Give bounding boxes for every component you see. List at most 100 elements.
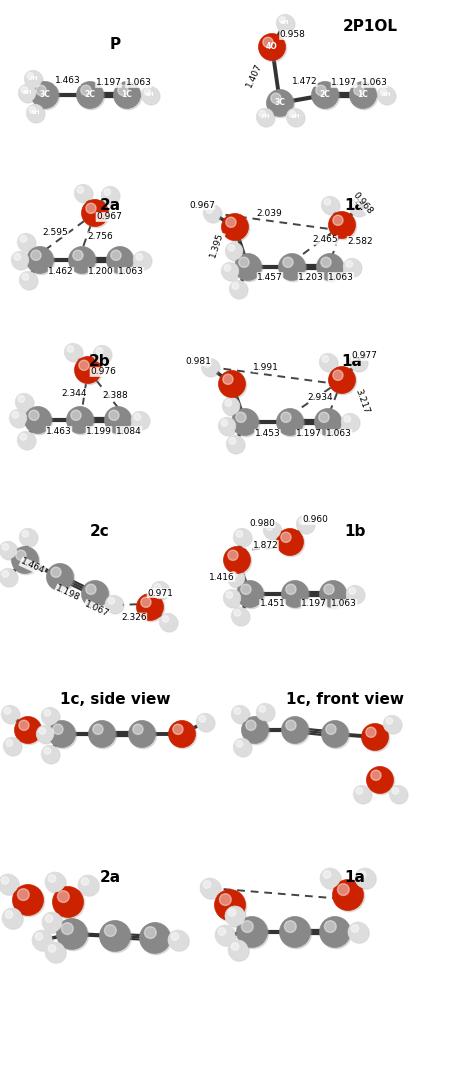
Circle shape xyxy=(226,592,233,598)
Circle shape xyxy=(229,942,249,961)
Circle shape xyxy=(286,584,296,595)
Circle shape xyxy=(371,770,381,780)
Circle shape xyxy=(70,247,97,275)
Circle shape xyxy=(206,207,213,213)
Circle shape xyxy=(229,438,236,444)
Circle shape xyxy=(281,918,312,949)
Text: 0.967: 0.967 xyxy=(96,213,122,221)
Circle shape xyxy=(299,518,306,524)
Circle shape xyxy=(219,893,231,905)
Text: 3C: 3C xyxy=(274,98,285,107)
Text: 4H: 4H xyxy=(280,20,290,26)
Circle shape xyxy=(278,410,305,437)
Circle shape xyxy=(271,93,281,104)
Circle shape xyxy=(278,530,305,556)
Text: 1.199: 1.199 xyxy=(86,427,112,435)
Text: 1.457: 1.457 xyxy=(257,273,283,281)
Circle shape xyxy=(328,212,356,239)
Circle shape xyxy=(330,368,357,395)
Circle shape xyxy=(203,204,221,221)
Circle shape xyxy=(2,544,9,550)
Text: 1.198: 1.198 xyxy=(54,584,81,603)
Text: 1.407: 1.407 xyxy=(245,61,264,89)
Text: 1.472: 1.472 xyxy=(292,77,317,87)
Circle shape xyxy=(232,609,250,626)
Text: 0.980: 0.980 xyxy=(249,519,275,528)
Circle shape xyxy=(132,412,150,430)
Circle shape xyxy=(263,37,273,47)
Circle shape xyxy=(321,257,331,268)
Circle shape xyxy=(29,410,39,421)
Circle shape xyxy=(225,906,245,926)
Circle shape xyxy=(137,594,164,621)
Circle shape xyxy=(318,255,345,281)
Circle shape xyxy=(48,874,56,883)
Circle shape xyxy=(219,370,246,397)
Circle shape xyxy=(100,921,132,952)
Circle shape xyxy=(352,355,359,363)
Circle shape xyxy=(56,918,88,949)
Circle shape xyxy=(233,738,251,755)
Circle shape xyxy=(62,922,73,934)
Circle shape xyxy=(259,705,266,713)
Circle shape xyxy=(349,198,367,216)
Circle shape xyxy=(9,409,27,427)
Circle shape xyxy=(227,243,244,261)
Circle shape xyxy=(76,81,103,108)
Circle shape xyxy=(46,564,73,591)
Circle shape xyxy=(235,739,252,756)
Text: 5H: 5H xyxy=(381,92,391,97)
Text: 5H: 5H xyxy=(30,110,40,116)
Circle shape xyxy=(48,565,75,592)
Circle shape xyxy=(239,257,249,268)
Circle shape xyxy=(130,721,157,749)
Circle shape xyxy=(219,418,237,435)
Circle shape xyxy=(223,398,241,416)
Text: 7H: 7H xyxy=(260,114,270,120)
Circle shape xyxy=(46,943,66,963)
Text: 1.197: 1.197 xyxy=(296,429,322,439)
Circle shape xyxy=(322,197,340,215)
Circle shape xyxy=(349,81,376,108)
Text: 1.197: 1.197 xyxy=(301,599,327,609)
Circle shape xyxy=(79,361,89,370)
Circle shape xyxy=(235,254,262,280)
Circle shape xyxy=(27,246,54,274)
Text: 1.872: 1.872 xyxy=(253,540,278,550)
Circle shape xyxy=(201,880,221,899)
Circle shape xyxy=(321,720,348,748)
Text: 1.063: 1.063 xyxy=(118,268,144,276)
Circle shape xyxy=(281,412,291,423)
Circle shape xyxy=(224,591,242,608)
Text: 1.063: 1.063 xyxy=(362,78,387,88)
Circle shape xyxy=(22,274,29,280)
Circle shape xyxy=(334,881,365,912)
Circle shape xyxy=(333,370,343,381)
Circle shape xyxy=(106,596,124,614)
Circle shape xyxy=(392,788,399,794)
Circle shape xyxy=(144,89,151,95)
Circle shape xyxy=(151,581,169,599)
Circle shape xyxy=(286,720,296,731)
Circle shape xyxy=(330,213,357,240)
Text: 1a: 1a xyxy=(345,198,365,213)
Circle shape xyxy=(142,88,160,105)
Circle shape xyxy=(138,595,164,622)
Circle shape xyxy=(139,922,171,953)
Circle shape xyxy=(289,110,296,118)
Circle shape xyxy=(168,720,195,748)
Text: 2.344: 2.344 xyxy=(61,388,87,397)
Text: 3.217: 3.217 xyxy=(354,387,371,415)
Circle shape xyxy=(256,108,274,126)
Text: 2.582: 2.582 xyxy=(347,236,373,245)
Circle shape xyxy=(276,409,303,435)
Circle shape xyxy=(162,615,169,623)
Circle shape xyxy=(231,943,239,950)
Circle shape xyxy=(197,715,215,732)
Circle shape xyxy=(90,721,117,749)
Circle shape xyxy=(320,868,340,888)
Circle shape xyxy=(81,86,91,95)
Text: 2.756: 2.756 xyxy=(88,232,113,241)
Circle shape xyxy=(169,931,189,951)
Text: 2.465: 2.465 xyxy=(312,235,338,245)
